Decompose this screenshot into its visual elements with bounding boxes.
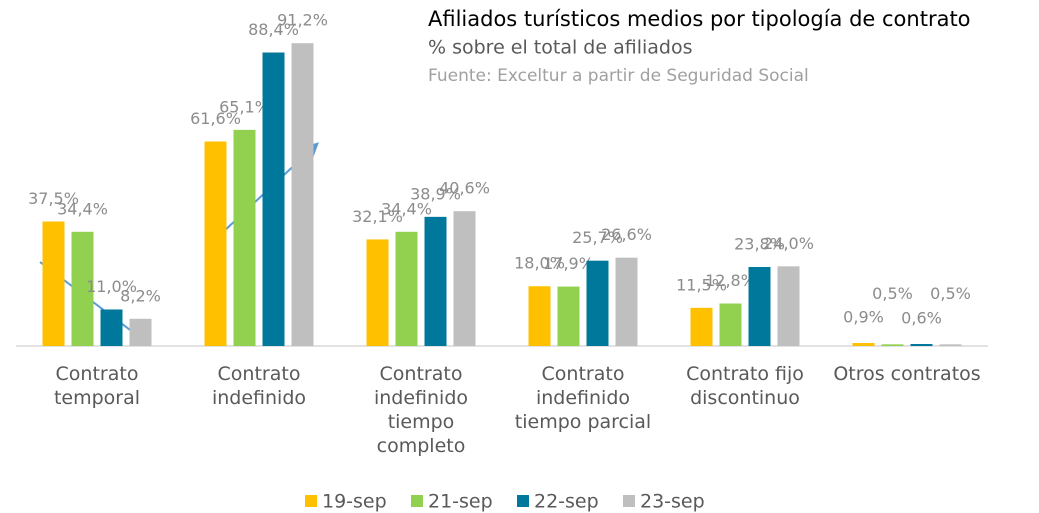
chart-subtitle: % sobre el total de afiliados <box>428 37 692 59</box>
x-tick-label: Contrato indefinido <box>211 363 307 409</box>
legend-swatch <box>517 495 529 507</box>
value-label: 91,2% <box>277 11 328 30</box>
bar <box>366 239 389 346</box>
value-label: 18,0% <box>514 254 565 273</box>
value-label: 26,6% <box>601 225 652 244</box>
value-label: 11,0% <box>86 277 137 296</box>
legend-swatch <box>305 495 317 507</box>
legend-label: 21-sep <box>428 491 493 513</box>
bar <box>557 286 580 346</box>
value-label: 8,2% <box>120 286 161 305</box>
value-label: 34,4% <box>57 199 108 218</box>
legend-swatch <box>411 495 423 507</box>
bar <box>690 307 713 346</box>
bar <box>233 129 256 346</box>
value-label: 38,9% <box>410 184 461 203</box>
value-label: 12,8% <box>705 271 756 290</box>
value-label: 37,5% <box>28 189 79 208</box>
x-tick-label: Contrato indefinido tiempo parcial <box>514 363 652 433</box>
bar <box>204 141 227 346</box>
value-label: 24,0% <box>763 234 814 253</box>
bar <box>910 344 933 346</box>
bar <box>453 211 476 346</box>
legend-label: 19-sep <box>322 491 387 513</box>
bar <box>129 318 152 346</box>
bar <box>424 216 447 346</box>
bar <box>748 266 771 346</box>
bar <box>719 303 742 346</box>
bar <box>395 231 418 346</box>
bar <box>528 286 551 346</box>
bar <box>262 52 285 347</box>
chart-source: Fuente: Exceltur a partir de Seguridad S… <box>428 66 809 86</box>
bar <box>42 221 65 346</box>
value-label: 23,8% <box>734 234 785 253</box>
bar <box>615 257 638 346</box>
value-label: 25,7% <box>572 228 623 247</box>
value-label: 65,1% <box>219 97 270 116</box>
value-label: 40,6% <box>439 179 490 198</box>
x-tick-label: Contrato temporal <box>53 363 141 409</box>
legend-swatch <box>623 495 635 507</box>
value-label: 0,5% <box>872 284 913 303</box>
bar <box>100 309 123 346</box>
bar <box>881 344 904 346</box>
value-label: 34,4% <box>381 199 432 218</box>
legend-label: 22-sep <box>534 491 599 513</box>
legend-label: 23-sep <box>640 491 705 513</box>
chart-title: Afiliados turísticos medios por tipologí… <box>428 7 971 31</box>
value-label: 11,5% <box>676 275 727 294</box>
value-label: 0,5% <box>930 284 971 303</box>
bar <box>852 343 875 346</box>
bar <box>939 344 962 346</box>
bar <box>586 260 609 346</box>
value-label: 88,4% <box>248 20 299 39</box>
value-label: 61,6% <box>190 109 241 128</box>
x-tick-label: Contrato indefinido tiempo completo <box>373 363 469 457</box>
value-label: 32,1% <box>352 207 403 226</box>
bar <box>291 43 314 346</box>
value-label: 0,9% <box>843 308 884 327</box>
bar <box>71 231 94 346</box>
value-label: 0,6% <box>901 309 942 328</box>
value-label: 17,9% <box>543 254 594 273</box>
x-tick-label: Contrato fijo discontinuo <box>686 363 804 409</box>
bar <box>777 266 800 346</box>
x-tick-label: Otros contratos <box>833 363 981 385</box>
